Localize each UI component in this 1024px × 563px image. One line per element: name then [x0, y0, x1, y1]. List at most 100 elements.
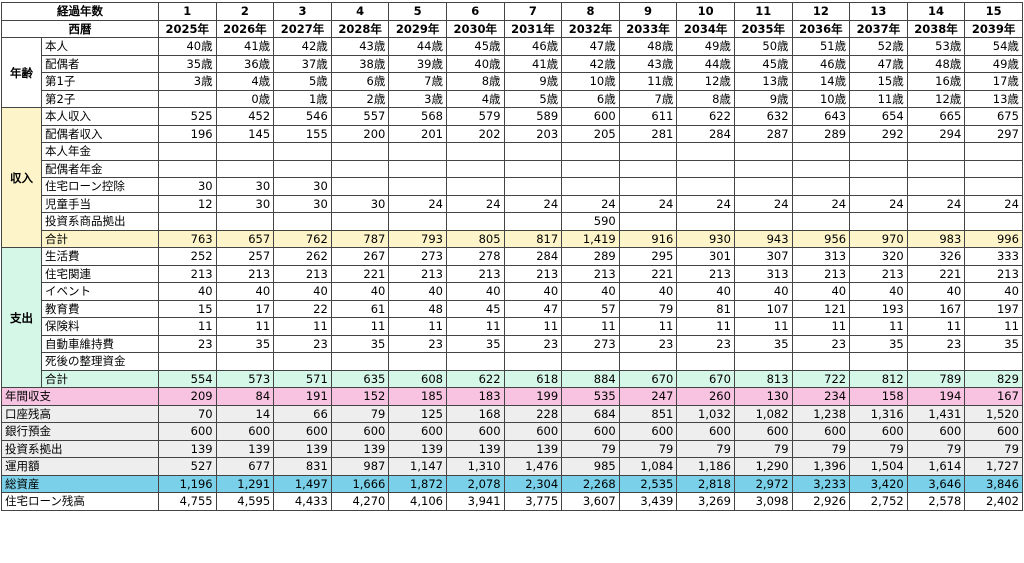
expense-row: 死後の整理資金	[2, 352, 1023, 371]
age-row-cell: 48歳	[618, 37, 678, 56]
expense-row-cell: 40	[791, 282, 851, 301]
summary-row-bank-cell: 600	[330, 422, 390, 441]
expense-row-cell: 213	[676, 264, 735, 283]
expense-row-cell: 11	[964, 317, 1023, 336]
expense-row-cell	[906, 352, 966, 371]
summary-row-managed-cell: 1,290	[733, 457, 793, 476]
expense-row-cell: 273	[388, 247, 447, 266]
income-row-cell	[791, 177, 851, 196]
calendar-year-row-cell: 2036年	[791, 19, 851, 38]
expense-row-cell	[273, 352, 332, 371]
income-row-cell	[964, 142, 1023, 161]
income-row-cell	[503, 159, 563, 178]
expense-row-label: 住宅関連	[41, 264, 159, 283]
summary-row-annual-cell: 209	[158, 387, 217, 406]
expense-total-row-cell: 554	[158, 369, 217, 388]
age-row-cell: 5歳	[273, 72, 332, 91]
income-row-cell: 287	[733, 124, 793, 143]
income-row-cell: 568	[388, 107, 447, 126]
income-row-cell: 546	[273, 107, 332, 126]
expense-row-cell: 11	[733, 317, 793, 336]
age-row-cell: 8歳	[676, 89, 735, 108]
income-row-cell	[906, 212, 966, 231]
expense-row-cell	[158, 352, 217, 371]
summary-row-managed-cell: 1,186	[676, 457, 735, 476]
summary-row-account-cell: 168	[445, 404, 505, 423]
summary-row-account-cell: 1,238	[791, 404, 851, 423]
income-row-cell: 622	[676, 107, 735, 126]
expense-row-cell: 11	[158, 317, 217, 336]
elapsed-years-row: 経過年数 1 2 3 4 5 6 7 8 9 10 11 12 13 14 15	[1, 2, 1023, 21]
age-row-cell: 54歳	[964, 37, 1023, 56]
summary-row-bank-cell: 600	[733, 422, 793, 441]
expense-section-label: 支出	[1, 247, 42, 388]
expense-row-cell	[964, 352, 1023, 371]
expense-row-cell: 121	[791, 299, 851, 318]
income-total-row-cell: 762	[273, 229, 332, 248]
summary-row-account-cell: 1,316	[849, 404, 908, 423]
summary-row-invest-cell: 139	[215, 439, 275, 458]
income-row-cell	[964, 177, 1023, 196]
age-row-cell: 12歳	[906, 89, 966, 108]
income-row-cell: 589	[503, 107, 563, 126]
expense-row-cell	[618, 352, 678, 371]
expense-row-cell: 221	[330, 264, 390, 283]
income-row-label: 本人収入	[41, 107, 159, 126]
income-row-cell: 30	[158, 177, 217, 196]
age-row-cell: 10歳	[561, 72, 620, 91]
calendar-year-row-cell: 2029年	[388, 19, 447, 38]
expense-row-cell	[330, 352, 390, 371]
summary-row-loan-cell: 3,439	[618, 492, 678, 511]
age-row-cell: 48歳	[906, 54, 966, 73]
summary-row-assets-cell: 1,872	[388, 474, 447, 493]
income-row-label: 児童手当	[41, 194, 159, 213]
expense-row-label: イベント	[41, 282, 159, 301]
expense-row-cell: 313	[791, 247, 851, 266]
expense-total-row-label: 合計	[41, 369, 159, 388]
income-row-cell	[215, 142, 275, 161]
income-row-cell	[273, 142, 332, 161]
summary-row-annual-cell: 234	[791, 387, 851, 406]
age-row-cell: 38歳	[330, 54, 390, 73]
income-row-cell	[158, 142, 217, 161]
income-row-label: 本人年金	[41, 142, 159, 161]
income-row-cell	[561, 142, 620, 161]
expense-row-cell	[676, 352, 735, 371]
expense-total-row-cell: 571	[273, 369, 332, 388]
summary-row-account-cell: 1,431	[906, 404, 966, 423]
expense-row-cell: 35	[849, 334, 908, 353]
income-row-cell	[561, 177, 620, 196]
expense-row-cell: 320	[849, 247, 908, 266]
income-row-cell: 145	[215, 124, 275, 143]
age-row-cell: 3歳	[388, 89, 447, 108]
expense-row-cell: 35	[445, 334, 505, 353]
income-row-cell: 12	[158, 194, 217, 213]
income-row-cell	[676, 142, 735, 161]
summary-row-annual-cell: 167	[964, 387, 1023, 406]
summary-row-managed-cell: 1,310	[445, 457, 505, 476]
age-row-cell: 39歳	[388, 54, 447, 73]
income-row-cell: 292	[849, 124, 908, 143]
age-row-cell: 49歳	[676, 37, 735, 56]
expense-row-cell: 11	[445, 317, 505, 336]
age-row-cell: 41歳	[503, 54, 563, 73]
income-row-cell: 297	[964, 124, 1023, 143]
summary-row-account-cell: 125	[388, 404, 447, 423]
income-row-cell: 202	[445, 124, 505, 143]
age-row-cell: 47歳	[849, 54, 908, 73]
income-row-cell	[503, 177, 563, 196]
expense-row-cell: 17	[215, 299, 275, 318]
summary-row-invest-cell: 139	[445, 439, 505, 458]
expense-row-cell: 40	[215, 282, 275, 301]
income-row: 収入 本人収入 525 452 546 557 568 579 589 600 611 622 632 6…	[1, 107, 1023, 248]
expense-row: 自動車維持費 23 35 23 35 23 35 23 273 23 23 35 23 35 23 35	[2, 334, 1023, 353]
cashflow-table: 経過年数 1 2 3 4 5 6 7 8 9 10 11 12 13 14 15 西暦 2025年 2026年 202…	[1, 2, 1023, 511]
income-row-cell	[618, 159, 678, 178]
income-row-cell	[733, 212, 793, 231]
expense-row-cell: 213	[849, 264, 908, 283]
expense-row: 住宅関連 213 213 213 221 213 213 213 213 221 213 313 213…	[2, 264, 1023, 283]
expense-row-cell: 40	[618, 282, 678, 301]
calendar-year-row-cell: 2028年	[330, 19, 390, 38]
income-total-row-label: 合計	[41, 229, 159, 248]
summary-row-loan-cell: 4,595	[215, 492, 275, 511]
